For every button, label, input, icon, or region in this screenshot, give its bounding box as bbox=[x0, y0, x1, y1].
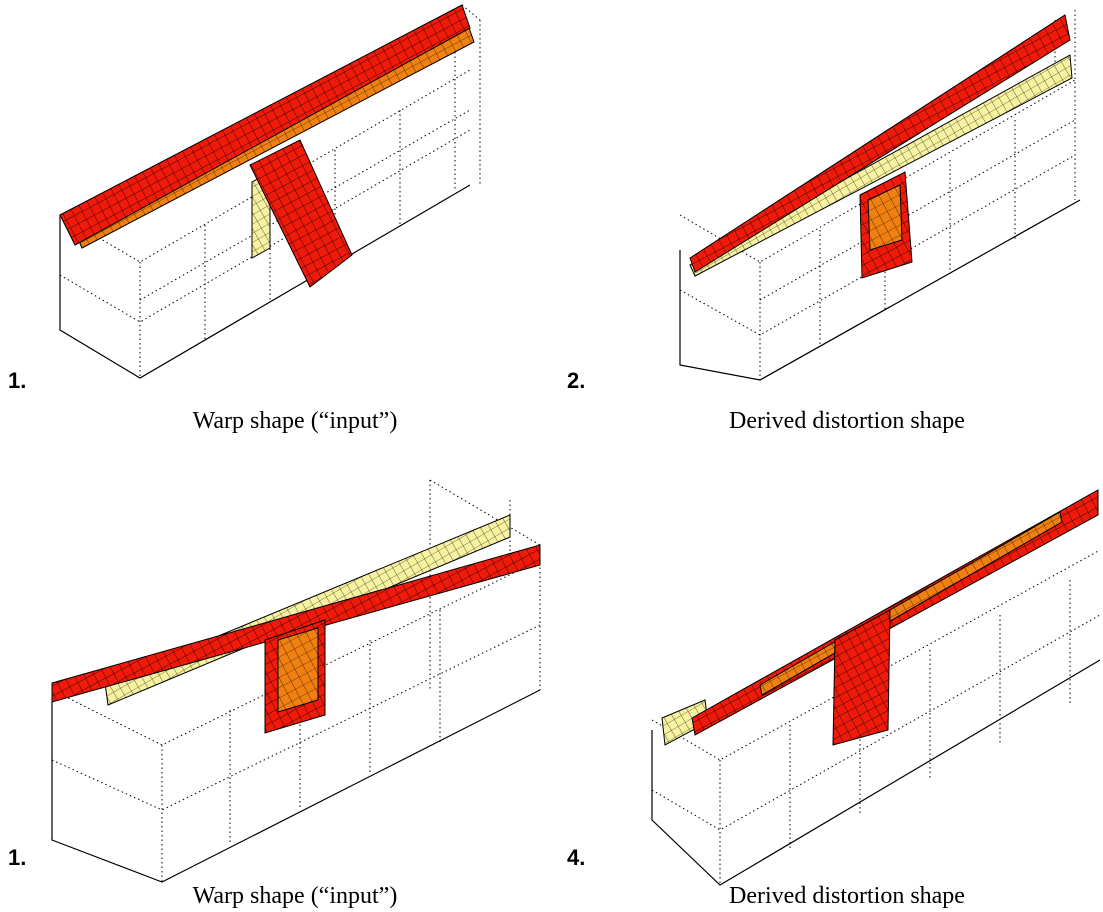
panel-caption: Derived distortion shape bbox=[729, 408, 965, 434]
panel-caption: Warp shape (“input”) bbox=[193, 408, 398, 434]
panel-number: 4. bbox=[567, 845, 585, 870]
panel-number: 1. bbox=[8, 368, 26, 393]
panel-number: 2. bbox=[567, 368, 585, 393]
panel-1-plot bbox=[60, 5, 480, 378]
figure: 1. Warp shape (“input”) 2. Derived disto… bbox=[0, 0, 1103, 912]
panel-2-plot bbox=[680, 10, 1080, 380]
panel-caption: Derived distortion shape bbox=[729, 883, 965, 909]
panel-number: 1. bbox=[8, 845, 26, 870]
panel-3-plot bbox=[52, 480, 540, 882]
panel-4-plot bbox=[652, 490, 1100, 885]
panel-caption: Warp shape (“input”) bbox=[193, 883, 398, 909]
